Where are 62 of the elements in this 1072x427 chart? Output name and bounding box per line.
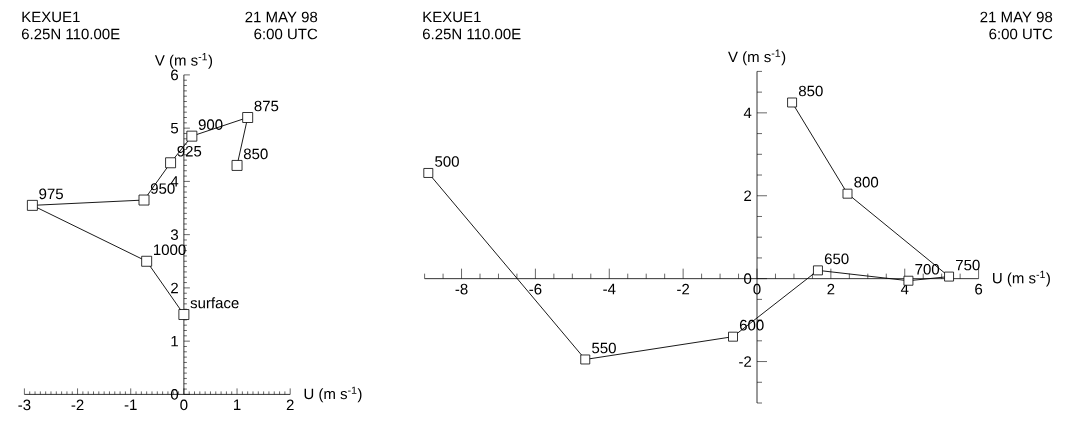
annotation: 650 [824, 253, 849, 265]
x-tick-label: -3 [18, 399, 31, 411]
y-tick-label: 4 [743, 107, 752, 119]
text: 6:00 UTC [254, 28, 318, 40]
chart-subtitle: 6.25N 110.00E [21, 28, 120, 40]
point [26, 199, 38, 211]
annotation: surface [190, 297, 239, 309]
point [787, 97, 797, 108]
point [231, 160, 243, 171]
text: 21 MAY 98 [245, 11, 318, 23]
point [728, 331, 738, 342]
annotation: 925 [177, 145, 202, 157]
annotation: 1000 [154, 244, 186, 256]
annotation: 975 [39, 188, 63, 200]
point [138, 194, 150, 206]
y-axis-title: V (m s$^{-1}$) [728, 49, 786, 66]
chart-title: KEXUE1 [22, 11, 80, 23]
point [944, 271, 954, 282]
y-tick-label: -2 [739, 356, 752, 367]
point [903, 275, 914, 286]
point [186, 130, 198, 142]
x-tick-label: 6 [975, 283, 983, 295]
text: 21 MAY 98 [980, 11, 1053, 23]
y-tick-label: 2 [744, 190, 752, 201]
point [141, 255, 153, 267]
annotation: 700 [915, 263, 940, 275]
x-tick-label: 2 [827, 283, 835, 295]
annotation: 850 [798, 85, 823, 97]
x-axis-title: U (m s$^{-1}$) [993, 270, 1050, 287]
annotation: 850 [243, 148, 268, 160]
y-tick-label: 3 [170, 229, 179, 240]
point [580, 354, 591, 365]
annotation: 550 [592, 342, 616, 354]
annotation: 800 [854, 176, 879, 188]
chart-title: KEXUE1 [423, 11, 481, 23]
x-axis-title: U (m s$^{-1}$) [304, 386, 362, 403]
chart-subtitle: 6.25N 110.00E [422, 28, 521, 40]
x-tick-label: 0 [180, 399, 188, 411]
y-axis-title: V (m s$^{-1}$) [154, 53, 213, 69]
annotation: 900 [198, 119, 223, 130]
x-tick-label: 1 [234, 399, 241, 410]
x-tick-label: -8 [455, 283, 468, 295]
y-tick-label: 5 [170, 122, 179, 134]
annotation: 875 [254, 100, 279, 112]
point [813, 265, 823, 276]
point [423, 168, 434, 178]
x-tick-label: -1 [124, 399, 137, 410]
x-tick-label: -2 [71, 399, 84, 411]
point [178, 309, 190, 320]
y-tick-label: 1 [171, 336, 178, 347]
annotation: 500 [435, 156, 459, 167]
annotation: 750 [956, 259, 980, 271]
point [842, 188, 853, 199]
text: 6:00 UTC [989, 28, 1053, 40]
x-tick-label: 2 [286, 399, 294, 411]
x-tick-label: -4 [603, 283, 616, 295]
point [165, 157, 176, 169]
y-tick-label: 6 [171, 69, 179, 81]
x-tick-label: 0 [753, 283, 761, 295]
x-tick-label: -6 [529, 283, 542, 295]
x-tick-label: -2 [677, 283, 690, 295]
point [242, 112, 254, 123]
